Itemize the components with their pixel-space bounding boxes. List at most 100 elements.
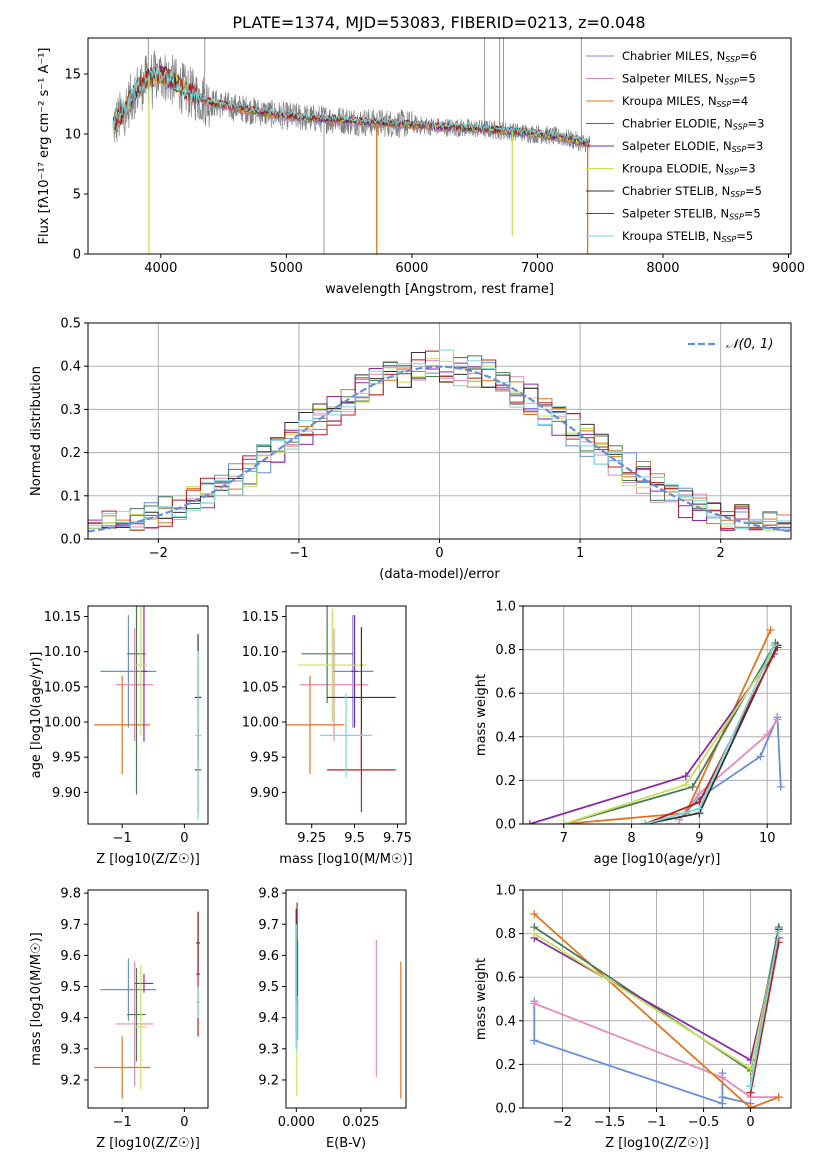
legend-label: Salpeter MILES, NSSP=5 [622, 72, 756, 87]
mass-vs-EBV-panel: 0.000 0.025 9.2 9.3 9.4 9.5 9.6 9.7 9.8 E(B-V) [258, 887, 407, 1151]
legend-label: Salpeter STELIB, NSSP=5 [622, 207, 761, 222]
y-tick-label: 0.0 [60, 533, 81, 548]
y-tick-label: 0.2 [60, 446, 81, 461]
y-tick-label: 9.5 [60, 980, 81, 995]
x-tick-label: 10 [759, 831, 776, 846]
x-tick-label: 4000 [144, 261, 177, 276]
y-tick-label: 0 [73, 248, 81, 263]
x-tick-label: −1 [289, 546, 308, 561]
weight-vs-Z-plot-area [530, 909, 783, 1108]
x-tick-label: −1 [113, 831, 132, 846]
legend-label: Kroupa STELIB, NSSP=5 [622, 229, 753, 244]
weight-marker [718, 1073, 727, 1082]
y-tick-label: 0.0 [495, 1102, 516, 1117]
y-tick-label: 0.4 [495, 1014, 516, 1029]
weight-marker [746, 1082, 755, 1091]
y-axis-label: age [log10(age/yr)] [29, 652, 44, 779]
x-axis-label: Z [log10(Z/Z☉)] [605, 1136, 709, 1151]
y-tick-label: 9.2 [258, 1073, 279, 1088]
x-tick-label: 7 [560, 831, 568, 846]
age-vs-mass-plot-area [286, 606, 396, 813]
x-tick-label: 9.25 [297, 831, 326, 846]
x-axis-label: mass [log10(M/M☉)] [279, 852, 412, 867]
y-tick-label: 0.5 [60, 317, 81, 332]
weight-line [533, 1002, 779, 1098]
age-vs-Z-plot-area [94, 606, 202, 820]
figure-title: PLATE=1374, MJD=53083, FIBERID=0213, z=0… [232, 13, 645, 32]
y-tick-label: 0.1 [60, 489, 81, 504]
y-tick-label: 9.7 [258, 918, 279, 933]
y-tick-label: 9.6 [60, 949, 81, 964]
y-tick-label: 10.05 [44, 680, 81, 695]
age-vs-mass-panel: 9.25 9.5 9.75 9.90 9.95 10.00 10.05 10.10 10.15 m… [242, 605, 413, 867]
y-tick-label: 9.5 [258, 980, 279, 995]
y-tick-label: 10.15 [44, 610, 81, 625]
y-axis-label: mass weight [474, 674, 489, 756]
x-tick-label: 0 [180, 1115, 188, 1130]
x-tick-label: 8000 [646, 261, 679, 276]
y-tick-label: 9.8 [258, 887, 279, 902]
x-tick-label: 7000 [521, 261, 554, 276]
legend-label: Chabrier STELIB, NSSP=5 [622, 184, 762, 199]
spectrum-frame [87, 37, 792, 255]
weight-line [749, 931, 780, 1087]
weight-marker [773, 715, 782, 724]
y-tick-label: 15 [64, 68, 81, 83]
y-axis-label: mass [log10(M/M☉)] [29, 932, 44, 1065]
weight-vs-Z-panel: −2 −1.5 −1 −0.5 0 0.0 0.2 0.4 0.6 0.8 1.0 Z [log10(… [474, 884, 792, 1151]
x-tick-label: 9.5 [344, 831, 365, 846]
spectrum-panel: 4000 5000 6000 7000 8000 9000 0 5 10 15 wavelength… [37, 37, 805, 297]
y-tick-label: 9.4 [60, 1011, 81, 1026]
weight-marker [756, 752, 765, 761]
y-tick-label: 9.7 [60, 918, 81, 933]
weight-marker [681, 780, 690, 789]
y-tick-label: 9.3 [60, 1042, 81, 1057]
age-vs-mass-frame [285, 605, 407, 825]
y-tick-label: 9.8 [60, 887, 81, 902]
y-tick-label: 0.2 [495, 774, 516, 789]
mass-vs-EBV-frame [285, 889, 407, 1109]
weight-line [533, 1001, 751, 1105]
residual-histogram-panel: −2 −1 0 1 2 0.0 0.1 0.2 0.3 0.4 0.5 (data-model)/er… [29, 317, 792, 582]
y-tick-label: 0.4 [495, 730, 516, 745]
model-spectrum [112, 65, 591, 145]
y-tick-label: 0.8 [495, 927, 516, 942]
x-axis-label: wavelength [Angstrom, rest frame] [325, 282, 554, 297]
x-tick-label: 0 [435, 546, 443, 561]
weight-marker [774, 1093, 783, 1102]
weight-marker [695, 804, 704, 813]
x-tick-label: 9000 [772, 261, 805, 276]
y-tick-label: 0.0 [495, 818, 516, 833]
y-tick-label: 0.3 [60, 403, 81, 418]
residual-histogram-plot-area [88, 349, 791, 533]
weight-marker [641, 820, 650, 824]
x-tick-label: 0.000 [278, 1115, 315, 1130]
y-tick-label: 10.10 [44, 645, 81, 660]
legend-label: Salpeter ELODIE, NSSP=3 [622, 139, 763, 154]
y-tick-label: 10.05 [242, 680, 279, 695]
x-tick-label: 0 [180, 831, 188, 846]
x-axis-label: age [log10(age/yr)] [594, 852, 721, 867]
legend-label: Kroupa ELODIE, NSSP=3 [622, 162, 756, 177]
x-tick-label: −1 [113, 1115, 132, 1130]
weight-marker [681, 772, 690, 781]
weight-vs-age-frame [522, 605, 792, 825]
weight-marker [746, 1104, 755, 1108]
weight-line [678, 716, 782, 821]
x-tick-label: −0.5 [688, 1115, 720, 1130]
weight-marker [688, 782, 697, 791]
legend-label: Kroupa MILES, NSSP=4 [622, 94, 748, 109]
y-axis-label: Flux [fλ10⁻¹⁷ erg cm⁻² s⁻¹ A⁻¹] [37, 48, 52, 245]
y-axis-label: Normed distribution [29, 366, 44, 496]
x-tick-label: 9.75 [383, 831, 412, 846]
x-tick-label: −1 [647, 1115, 666, 1130]
x-tick-label: 6000 [395, 261, 428, 276]
y-tick-label: 5 [73, 188, 81, 203]
y-tick-label: 9.90 [250, 786, 279, 801]
weight-marker [559, 820, 568, 824]
mass-vs-EBV-plot-area [295, 902, 402, 1099]
x-tick-label: −1.5 [594, 1115, 626, 1130]
legend-label: 𝒩(0, 1) [726, 337, 773, 352]
y-tick-label: 9.95 [52, 751, 81, 766]
